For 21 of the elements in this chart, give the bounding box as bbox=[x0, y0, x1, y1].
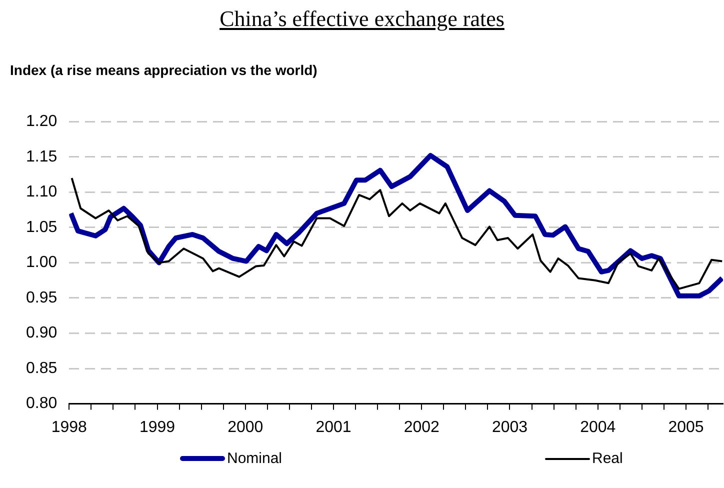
y-tick-label: 1.00 bbox=[26, 254, 58, 272]
y-tick-label: 0.85 bbox=[26, 360, 58, 377]
x-tick-label: 1998 bbox=[51, 418, 88, 436]
chart-title: China’s effective exchange rates bbox=[218, 6, 506, 32]
y-tick-label: 0.90 bbox=[26, 324, 58, 342]
y-tick-label: 1.20 bbox=[26, 113, 58, 130]
x-tick-label: 2000 bbox=[228, 418, 264, 436]
x-tick-label: 2003 bbox=[492, 418, 528, 436]
x-tick-label: 2001 bbox=[316, 418, 352, 436]
x-tick-label: 1999 bbox=[139, 418, 176, 436]
y-tick-label: 0.80 bbox=[26, 395, 58, 412]
x-tick-label: 2002 bbox=[404, 418, 440, 436]
y-tick-label: 0.95 bbox=[26, 289, 58, 306]
x-tick-label: 2004 bbox=[580, 418, 616, 436]
y-axis-title: Index (a rise means appreciation vs the world) bbox=[10, 62, 318, 78]
y-tick-label: 1.05 bbox=[26, 218, 58, 236]
y-tick-label: 1.15 bbox=[26, 148, 58, 166]
y-tick-label: 1.10 bbox=[26, 184, 58, 201]
legend-label: Real bbox=[592, 450, 623, 467]
x-tick-label: 2005 bbox=[668, 418, 704, 436]
legend-label: Nominal bbox=[227, 450, 282, 467]
